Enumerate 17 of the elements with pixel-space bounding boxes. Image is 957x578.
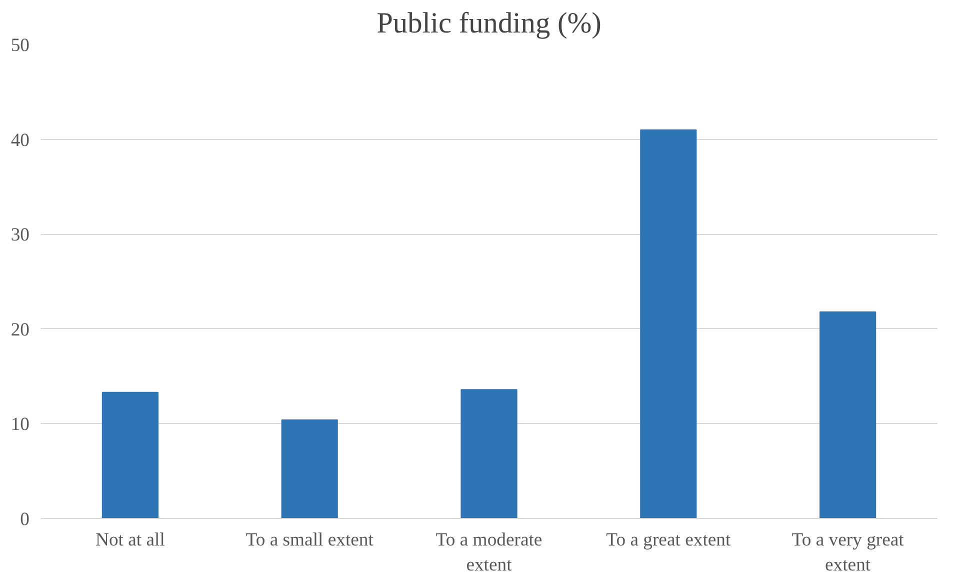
- x-tick-label: To a moderate extent: [436, 530, 542, 576]
- bar: [281, 419, 338, 518]
- y-tick-label: 20: [10, 319, 30, 340]
- x-tick-label: To a great extent: [606, 530, 732, 550]
- bar: [102, 392, 159, 518]
- x-tick-label: Not at all: [95, 530, 165, 550]
- bar: [460, 389, 518, 518]
- bar: [819, 311, 876, 518]
- bar: [640, 129, 697, 518]
- y-tick-label: 0: [20, 509, 30, 530]
- y-tick-label: 40: [10, 130, 30, 151]
- y-tick-label: 30: [10, 224, 30, 246]
- x-tick-label: To a small extent: [246, 530, 374, 550]
- y-tick-label: 50: [10, 35, 30, 56]
- chart-title: Public funding (%): [376, 8, 602, 40]
- x-tick-label: To a very great extent: [792, 530, 905, 576]
- y-tick-label: 10: [10, 414, 30, 436]
